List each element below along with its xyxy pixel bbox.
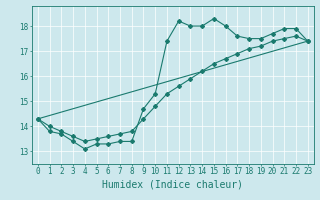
X-axis label: Humidex (Indice chaleur): Humidex (Indice chaleur) xyxy=(102,179,243,189)
